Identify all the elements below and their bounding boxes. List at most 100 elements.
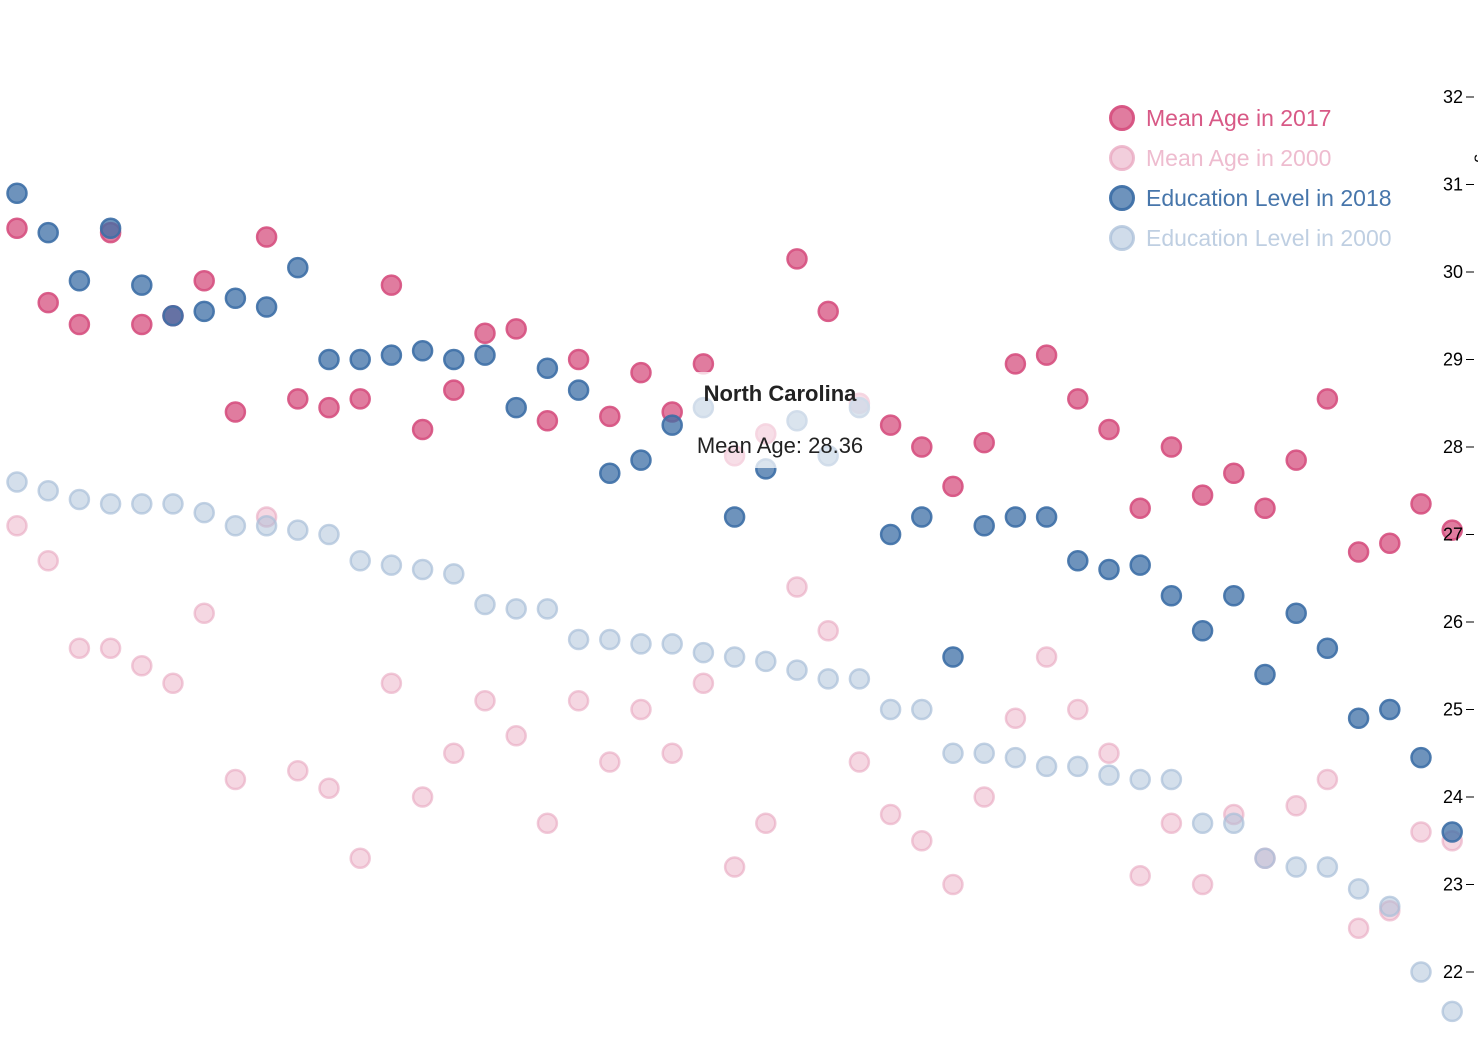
point-mean-age-2017[interactable] [1254,497,1276,519]
point-education-2000[interactable] [723,646,746,668]
point-education-2018[interactable] [6,182,28,204]
point-mean-age-2000[interactable] [505,725,527,747]
point-mean-age-2017[interactable] [1316,388,1339,410]
point-mean-age-2000[interactable] [723,856,746,878]
point-mean-age-2017[interactable] [6,217,28,239]
point-mean-age-2000[interactable] [911,830,933,852]
point-mean-age-2000[interactable] [879,803,902,826]
point-mean-age-2017[interactable] [1410,493,1432,515]
point-education-2018[interactable] [255,296,278,318]
point-education-2000[interactable] [505,598,527,620]
point-mean-age-2017[interactable] [817,300,839,323]
point-education-2000[interactable] [1129,768,1151,791]
point-mean-age-2000[interactable] [411,786,434,808]
point-mean-age-2017[interactable] [474,322,496,344]
point-mean-age-2000[interactable] [786,576,808,598]
point-mean-age-2000[interactable] [817,620,839,642]
point-mean-age-2017[interactable] [193,270,215,292]
point-mean-age-2017[interactable] [1441,519,1463,541]
point-education-2000[interactable] [1285,856,1307,878]
point-education-2000[interactable] [536,598,559,620]
point-mean-age-2017[interactable] [879,414,902,436]
point-education-2000[interactable] [349,550,371,572]
point-education-2018[interactable] [536,357,559,379]
legend-item[interactable]: Mean Age in 2017 [1109,105,1332,131]
point-education-2018[interactable] [443,348,465,371]
point-education-2018[interactable] [162,305,184,327]
point-mean-age-2000[interactable] [599,751,621,773]
point-education-2018[interactable] [99,217,122,239]
point-education-2018[interactable] [380,344,403,366]
point-mean-age-2017[interactable] [224,401,247,423]
point-education-2000[interactable] [755,650,777,673]
point-education-2000[interactable] [224,515,247,537]
point-education-2018[interactable] [1191,620,1214,642]
point-mean-age-2017[interactable] [1285,449,1307,471]
point-education-2000[interactable] [661,633,683,655]
point-education-2018[interactable] [599,462,621,484]
point-mean-age-2000[interactable] [1191,873,1214,896]
point-education-2018[interactable] [1441,821,1463,843]
point-education-2018[interactable] [1223,585,1245,607]
point-education-2000[interactable] [162,493,184,515]
point-mean-age-2017[interactable] [1347,541,1370,563]
point-mean-age-2000[interactable] [193,602,215,624]
point-education-2018[interactable] [411,340,434,362]
point-education-2000[interactable] [1316,856,1339,878]
point-mean-age-2017[interactable] [692,353,715,375]
point-education-2018[interactable] [349,348,371,371]
point-mean-age-2000[interactable] [1098,742,1120,764]
point-education-2000[interactable] [1098,764,1120,786]
point-education-2000[interactable] [1379,895,1401,918]
point-mean-age-2017[interactable] [349,388,371,410]
point-education-2018[interactable] [474,344,496,366]
point-education-2000[interactable] [599,628,621,651]
point-mean-age-2017[interactable] [37,291,59,314]
point-education-2018[interactable] [1254,663,1276,686]
point-education-2000[interactable] [1254,847,1276,869]
point-mean-age-2017[interactable] [411,418,434,441]
point-mean-age-2000[interactable] [1129,865,1151,887]
point-education-2018[interactable] [1285,602,1307,624]
point-education-2018[interactable] [1347,707,1370,729]
point-education-2018[interactable] [973,515,995,537]
point-mean-age-2000[interactable] [68,637,91,659]
point-education-2000[interactable] [817,668,839,690]
point-mean-age-2017[interactable] [131,313,153,336]
point-education-2000[interactable] [1347,878,1370,900]
point-mean-age-2000[interactable] [755,812,777,834]
point-education-2000[interactable] [443,563,465,585]
point-education-2000[interactable] [973,742,995,764]
point-mean-age-2017[interactable] [973,431,995,454]
point-mean-age-2017[interactable] [911,436,933,458]
point-mean-age-2000[interactable] [349,847,371,869]
point-mean-age-2000[interactable] [443,742,465,764]
point-education-2018[interactable] [1160,585,1183,607]
point-mean-age-2000[interactable] [536,812,559,834]
point-mean-age-2017[interactable] [567,348,590,371]
point-education-2018[interactable] [911,506,933,528]
point-education-2000[interactable] [131,493,153,515]
point-mean-age-2000[interactable] [1004,707,1027,729]
point-education-2000[interactable] [786,659,808,681]
point-education-2000[interactable] [68,488,91,511]
point-education-2018[interactable] [131,274,153,296]
point-education-2018[interactable] [1035,506,1058,528]
point-education-2018[interactable] [630,449,652,471]
point-education-2000[interactable] [1223,812,1245,834]
point-mean-age-2000[interactable] [6,515,28,537]
point-mean-age-2000[interactable] [162,672,184,694]
point-education-2018[interactable] [1098,558,1120,581]
point-mean-age-2000[interactable] [973,786,995,808]
point-mean-age-2017[interactable] [536,410,559,432]
point-education-2018[interactable] [942,646,964,668]
point-education-2018[interactable] [1410,746,1432,769]
point-mean-age-2017[interactable] [318,396,340,419]
point-education-2018[interactable] [1129,554,1151,576]
point-education-2000[interactable] [255,515,278,537]
point-mean-age-2000[interactable] [567,690,590,712]
point-mean-age-2000[interactable] [224,768,247,791]
legend-item[interactable]: Education Level in 2000 [1109,225,1392,251]
point-mean-age-2017[interactable] [1035,344,1058,366]
point-education-2018[interactable] [879,523,902,546]
